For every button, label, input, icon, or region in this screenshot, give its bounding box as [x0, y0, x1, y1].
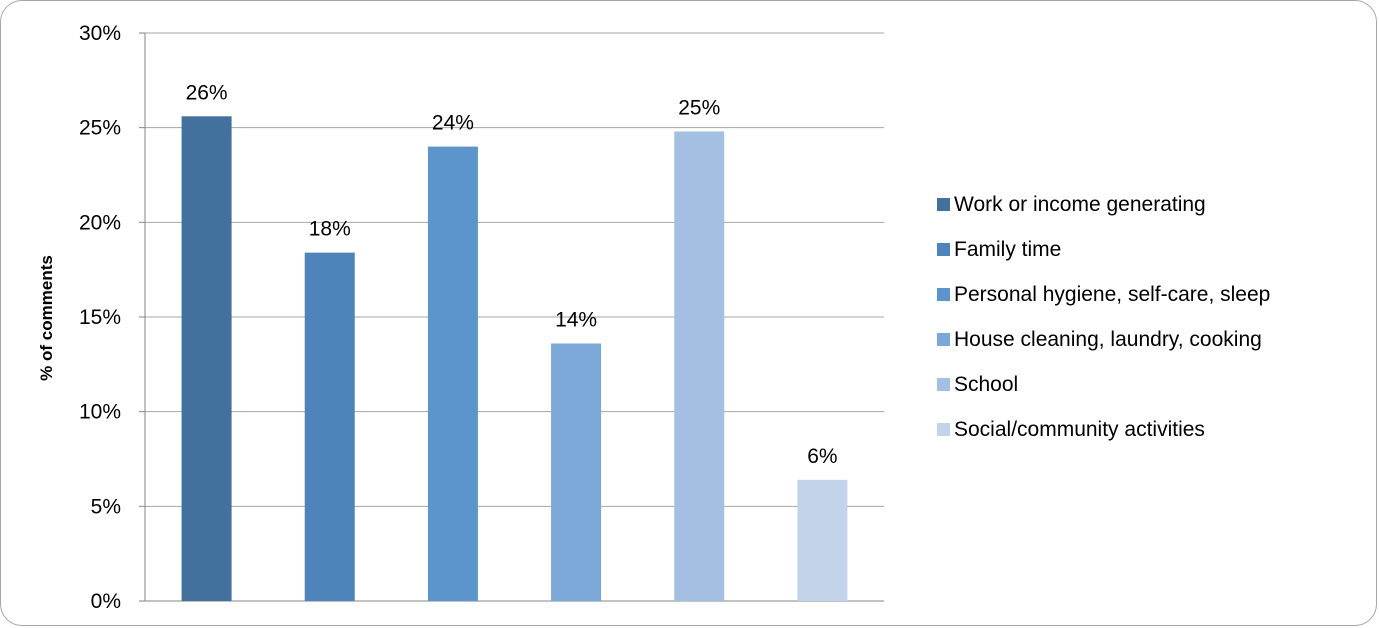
y-tick-label: 25%: [79, 117, 121, 140]
y-tick-label: 10%: [79, 401, 121, 424]
bars: [181, 116, 848, 602]
bar: [181, 116, 232, 601]
legend-swatch: [937, 333, 950, 346]
bar: [427, 146, 478, 601]
legend-entry: House cleaning, laundry, cooking: [954, 328, 1262, 351]
legend: Work or income generating Family time Pers…: [937, 193, 1270, 441]
legend-entry: School: [954, 373, 1018, 396]
bar: [674, 131, 725, 601]
bar-data-label: 18%: [309, 218, 351, 241]
legend-entry: Social/community activities: [954, 418, 1205, 441]
y-axis: 0% 5% 10% 15% 20% 25% 30%: [79, 22, 884, 613]
legend-swatch: [937, 378, 950, 391]
bar-data-label: 25%: [678, 96, 720, 119]
legend-entry: Work or income generating: [954, 193, 1206, 216]
legend-entry: Personal hygiene, self-care, sleep: [954, 283, 1270, 306]
bar: [551, 343, 602, 601]
y-tick-label: 20%: [79, 211, 121, 234]
bar-data-label: 14%: [555, 309, 597, 332]
bar: [797, 479, 848, 601]
legend-swatch: [937, 198, 950, 211]
gridlines: [145, 32, 884, 507]
bar: [304, 252, 355, 602]
y-tick-label: 15%: [79, 306, 121, 329]
legend-entry: Family time: [954, 238, 1061, 261]
y-tick-label: 30%: [79, 22, 121, 45]
bar-data-label: 24%: [432, 112, 474, 135]
data-labels: 26% 18% 24% 14% 25% 6%: [186, 81, 838, 468]
y-axis-title: % of comments: [37, 255, 56, 381]
legend-swatch: [937, 243, 950, 256]
bar-data-label: 26%: [186, 81, 228, 104]
y-tick-label: 5%: [91, 495, 121, 518]
legend-swatch: [937, 288, 950, 301]
y-tick-label: 0%: [91, 590, 121, 613]
legend-swatch: [937, 423, 950, 436]
bar-data-label: 6%: [807, 445, 837, 468]
